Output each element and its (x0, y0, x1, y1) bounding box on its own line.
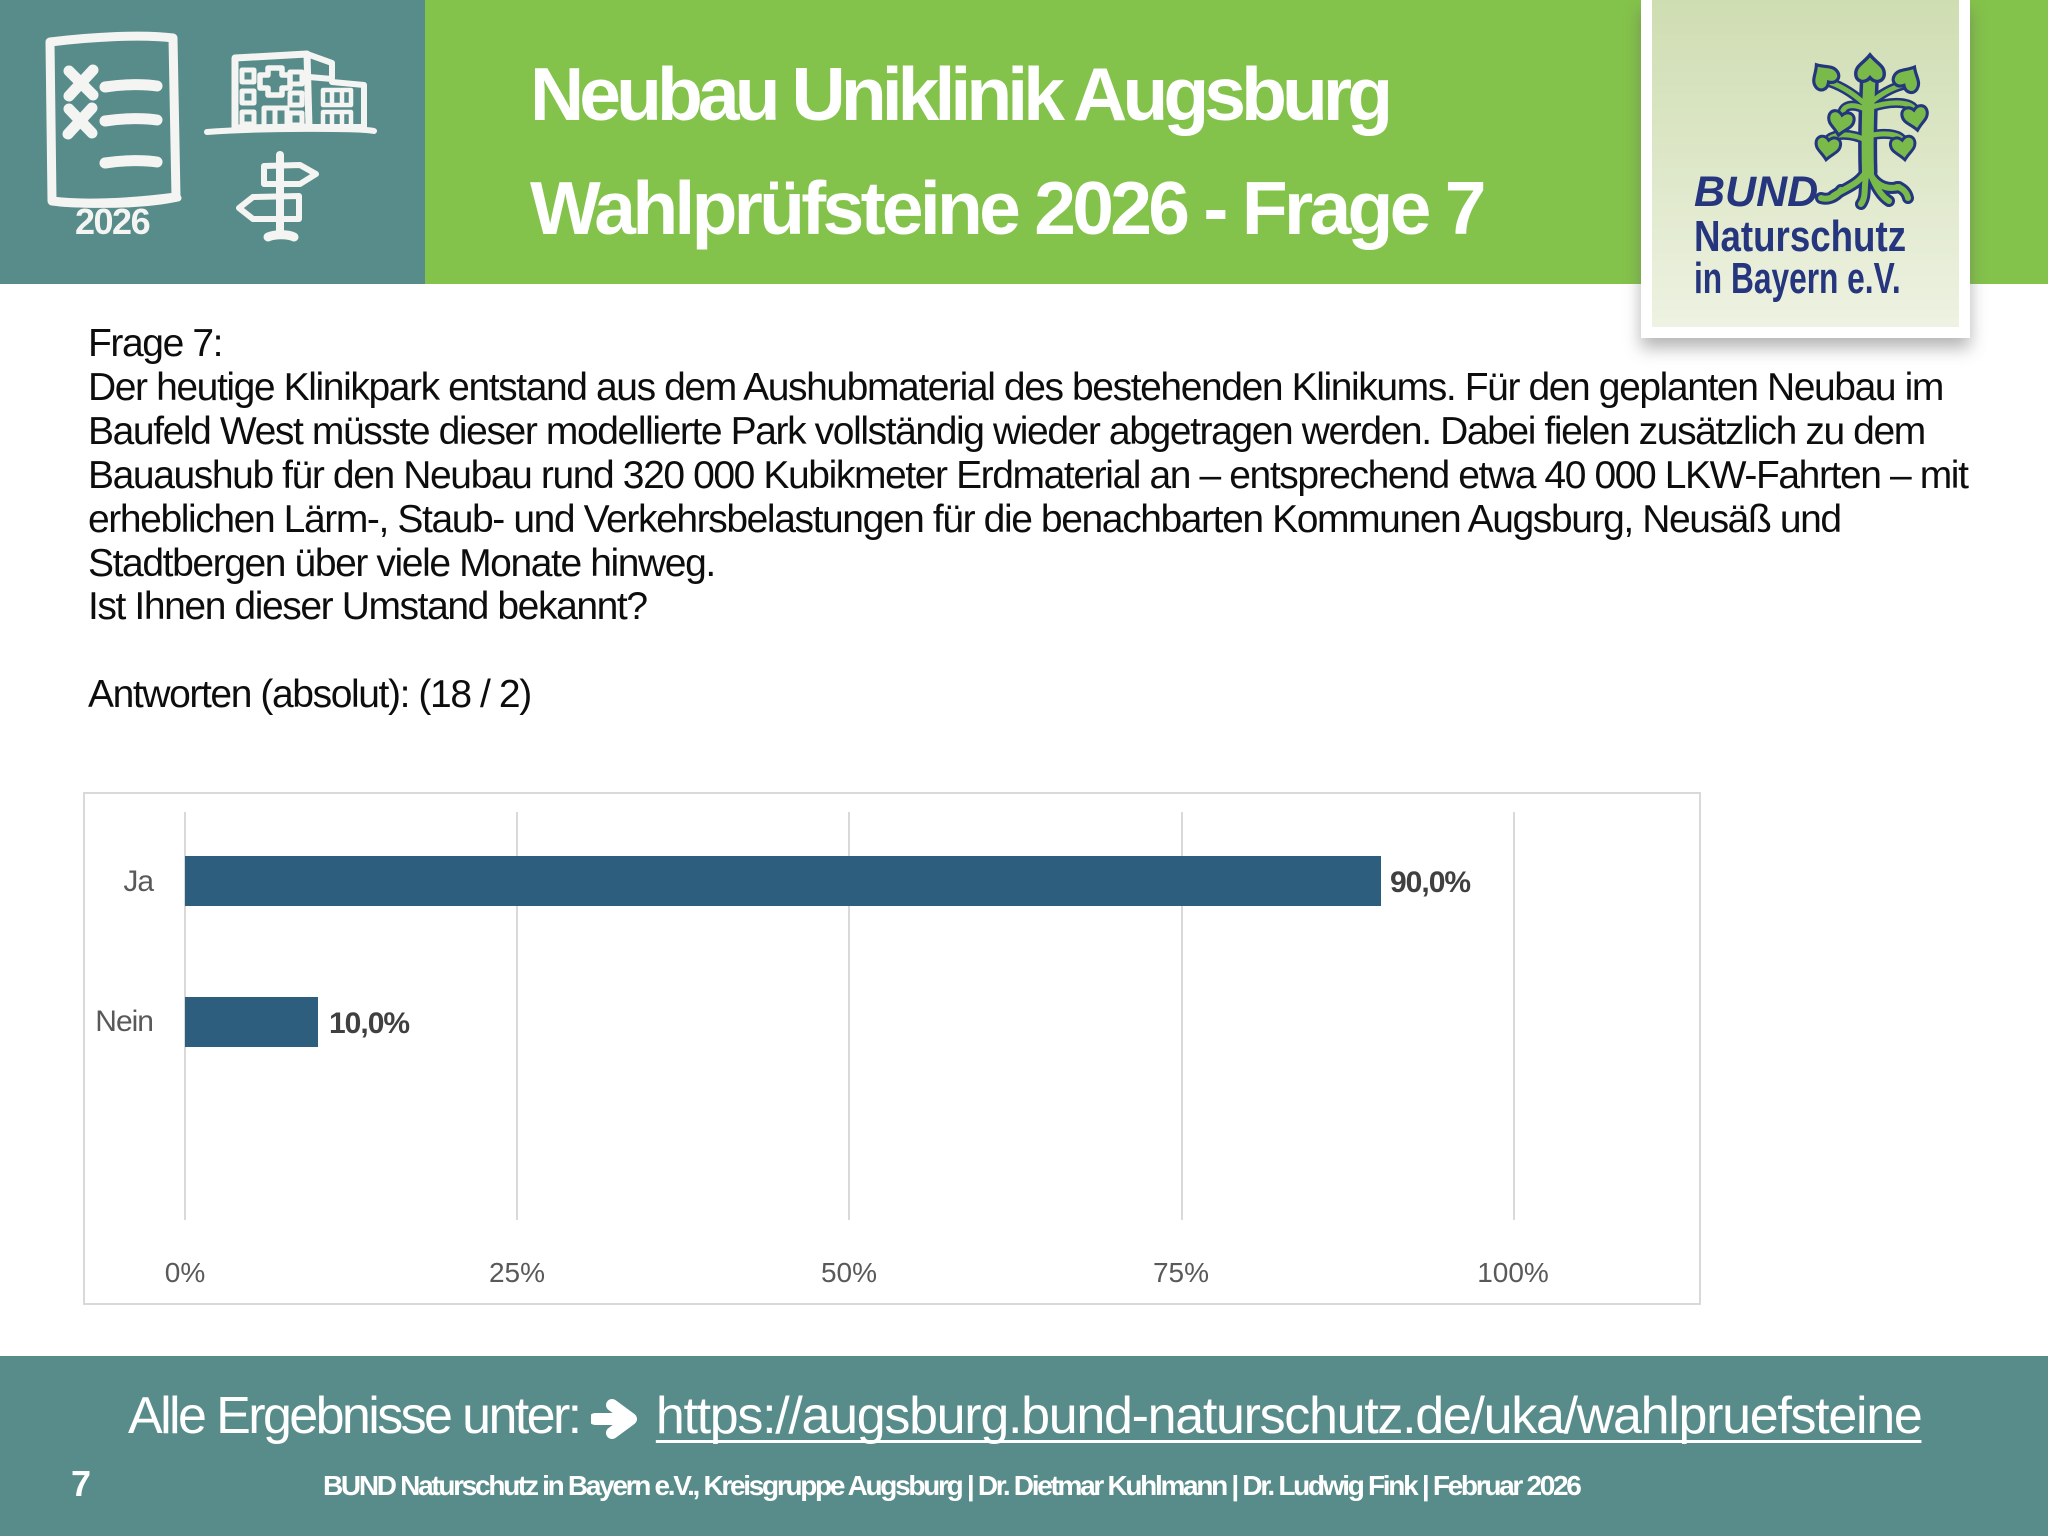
svg-text:2026: 2026 (75, 201, 150, 242)
